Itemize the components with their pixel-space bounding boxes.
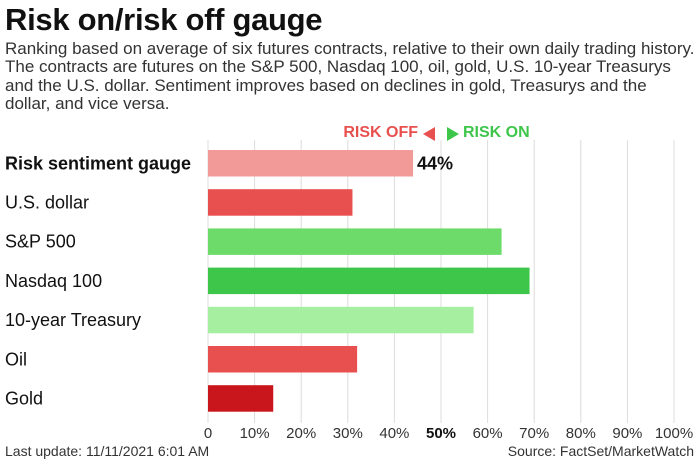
triangle-right-icon xyxy=(447,127,459,141)
bar xyxy=(208,346,358,373)
tick-label: 90% xyxy=(612,425,642,440)
last-update: Last update: 11/11/2021 6:01 AM xyxy=(5,443,210,459)
tick-label: 60% xyxy=(473,425,503,440)
chart-title: Risk on/risk off gauge xyxy=(5,2,323,37)
tick-label: 70% xyxy=(519,425,549,440)
legend-risk-on-label: RISK ON xyxy=(463,124,530,141)
category-label: U.S. dollar xyxy=(5,192,89,212)
bar xyxy=(208,385,274,412)
tick-label: 20% xyxy=(286,425,316,440)
value-label: 44% xyxy=(417,153,453,173)
triangle-left-icon xyxy=(423,127,435,141)
category-label: 10-year Treasury xyxy=(5,310,141,330)
bar xyxy=(208,267,530,295)
source-note: Source: FactSet/MarketWatch xyxy=(507,443,694,459)
tick-label: 0 xyxy=(204,425,212,440)
category-label: Oil xyxy=(5,349,27,369)
category-label: Nasdaq 100 xyxy=(5,271,102,291)
tick-label: 80% xyxy=(566,425,596,440)
category-label: S&P 500 xyxy=(5,232,76,252)
chart-subtitle: Ranking based on average of six futures … xyxy=(5,39,695,114)
tick-label: 30% xyxy=(333,425,363,440)
legend: RISK OFF RISK ON xyxy=(0,124,700,148)
bar xyxy=(208,189,353,216)
tick-label: 100% xyxy=(655,425,693,440)
bar xyxy=(208,228,502,255)
legend-risk-off-label: RISK OFF xyxy=(343,124,418,141)
category-label: Risk sentiment gauge xyxy=(5,153,191,173)
tick-label: 10% xyxy=(240,425,270,440)
chart-plot: Risk sentiment gauge 44% U.S. dollar S&P 50… xyxy=(5,140,693,440)
bar xyxy=(208,150,414,177)
bar xyxy=(208,306,474,334)
category-label: Gold xyxy=(5,388,43,408)
tick-label: 40% xyxy=(379,425,409,440)
tick-label: 50% xyxy=(426,425,456,440)
